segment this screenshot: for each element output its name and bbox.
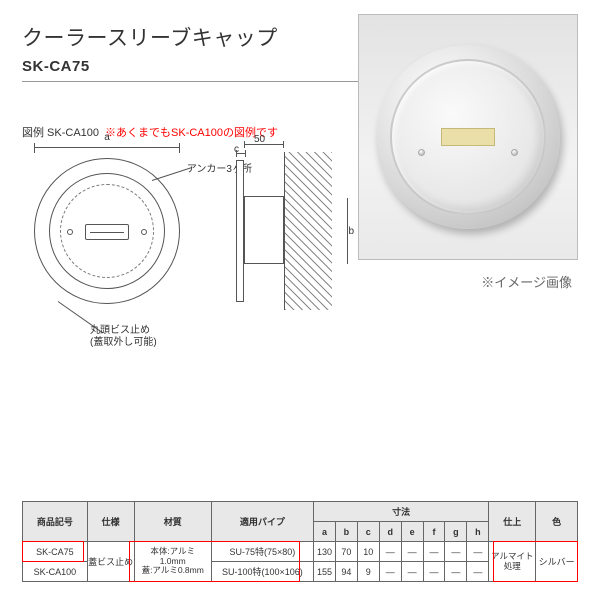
screw-callout-sub: (蓋取外し可能) (90, 333, 157, 348)
flange-section (236, 160, 244, 302)
figure-label: 図例 SK-CA100 (22, 124, 99, 140)
cell-dim: — (379, 542, 401, 562)
wall-hatch (284, 152, 332, 310)
cell-dim: — (445, 542, 467, 562)
cell-code: SK-CA75 (23, 542, 88, 562)
cell-pipe: SU-100特(100×106) (211, 562, 313, 582)
spec-table: 商品記号 仕様 材質 適用パイプ 寸法 仕上 色 a b c d e f g h… (22, 501, 578, 582)
photo-cap-body (376, 45, 560, 229)
material-line: 蓋:アルミ0.8mm (135, 566, 211, 576)
photo-cap-ring (390, 59, 546, 215)
cell-dim: — (423, 562, 445, 582)
th-pipe: 適用パイプ (211, 502, 313, 542)
th-color: 色 (536, 502, 578, 542)
dim-a-bar (34, 143, 180, 153)
th-dim-d: d (379, 522, 401, 542)
th-dim-e: e (401, 522, 423, 542)
cell-dim: — (423, 542, 445, 562)
product-photo (358, 14, 578, 260)
cell-spec: 蓋ビス止め (87, 542, 134, 582)
th-code: 商品記号 (23, 502, 88, 542)
cell-dim: — (401, 562, 423, 582)
product-sheet: クーラースリーブキャップ SK-CA75 図例 SK-CA100 ※あくまでもS… (0, 0, 600, 600)
cell-dim: 10 (357, 542, 379, 562)
photo-center-label-icon (441, 128, 495, 146)
cell-dim: — (379, 562, 401, 582)
photo-screw-left-icon (418, 149, 425, 156)
th-dim-h: h (467, 522, 489, 542)
table-row: SK-CA75 蓋ビス止め 本体:アルミ 1.0mm 蓋:アルミ0.8mm SU… (23, 542, 578, 562)
photo-screw-right-icon (511, 149, 518, 156)
cell-finish: アルマイト 処理 (489, 542, 536, 582)
photo-caption: ※イメージ画像 (481, 272, 572, 291)
cell-dim: 155 (314, 562, 336, 582)
th-spec: 仕様 (87, 502, 134, 542)
cell-dim: 9 (357, 562, 379, 582)
front-view-diagram: a アンカー3ヶ所 丸頭ビス止め (蓋取外し可能) (22, 146, 192, 316)
th-dim-g: g (445, 522, 467, 542)
dim-c-bar (236, 153, 246, 154)
center-plate-icon (85, 224, 129, 240)
cell-color: シルバー (536, 542, 578, 582)
th-material: 材質 (134, 502, 211, 542)
dim-50-bar (244, 144, 284, 145)
dim-a-label: a (104, 132, 110, 143)
th-dim-f: f (423, 522, 445, 542)
screw-left-icon (67, 229, 73, 235)
cell-pipe: SU-75特(75×80) (211, 542, 313, 562)
cell-dim: — (467, 542, 489, 562)
cell-dim: 70 (335, 542, 357, 562)
side-view-diagram: c 50 b (230, 146, 340, 316)
th-finish: 仕上 (489, 502, 536, 542)
cell-dim: — (401, 542, 423, 562)
th-dim-c: c (357, 522, 379, 542)
th-dim-a: a (314, 522, 336, 542)
figure-note: ※あくまでもSK-CA100の図例です (105, 124, 278, 140)
th-dim-group: 寸法 (314, 502, 489, 522)
finish-line: 処理 (489, 562, 535, 572)
cell-code: SK-CA100 (23, 562, 88, 582)
cell-dim: — (445, 562, 467, 582)
table-head: 商品記号 仕様 材質 適用パイプ 寸法 仕上 色 a b c d e f g h (23, 502, 578, 542)
screw-right-icon (141, 229, 147, 235)
cell-dim: 130 (314, 542, 336, 562)
cell-material: 本体:アルミ 1.0mm 蓋:アルミ0.8mm (134, 542, 211, 582)
dim-b-label: b (348, 226, 354, 237)
th-dim-b: b (335, 522, 357, 542)
cell-dim: 94 (335, 562, 357, 582)
tube-section (244, 196, 284, 264)
cell-dim: — (467, 562, 489, 582)
